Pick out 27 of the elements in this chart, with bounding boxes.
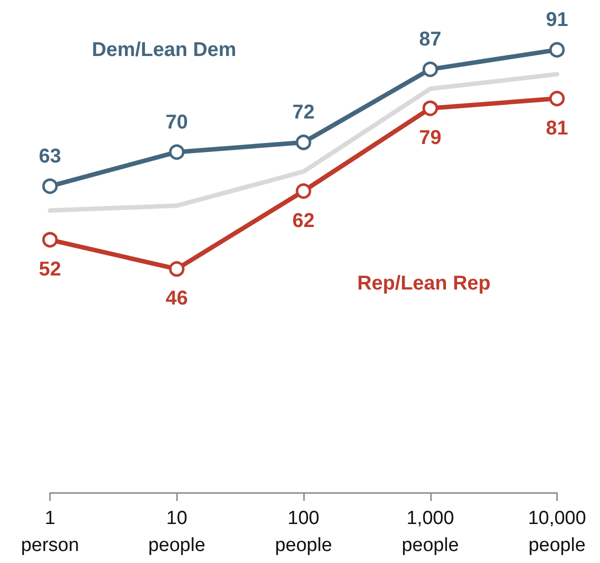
point (42, 232, 58, 248)
point (549, 90, 565, 106)
point (169, 144, 184, 160)
data-label: 87 (419, 28, 442, 51)
data-label: 70 (166, 111, 188, 134)
x-tick-label: 100 people (274, 508, 332, 556)
point (422, 62, 438, 78)
point (549, 42, 565, 58)
point (296, 134, 312, 150)
point (422, 100, 438, 116)
data-label: 52 (38, 258, 62, 281)
data-label: 46 (166, 288, 188, 310)
data-label: 62 (292, 210, 315, 232)
data-label: 63 (38, 145, 62, 168)
text: Rep/Lean Rep (357, 272, 491, 295)
x-tick-label: 10,000 people (528, 508, 586, 556)
point (296, 183, 312, 199)
point (169, 261, 184, 277)
data-label: 81 (546, 117, 568, 140)
data-label: 79 (419, 127, 442, 150)
x-tick-label: 1,000 people (402, 508, 459, 556)
x-tick-label: 10 people (148, 508, 206, 556)
x-tick-label: 1 person (20, 508, 80, 556)
data-label: 91 (546, 9, 568, 32)
data-label: 72 (292, 102, 315, 124)
text: Dem/Lean Dem (92, 38, 236, 61)
point (42, 178, 58, 194)
